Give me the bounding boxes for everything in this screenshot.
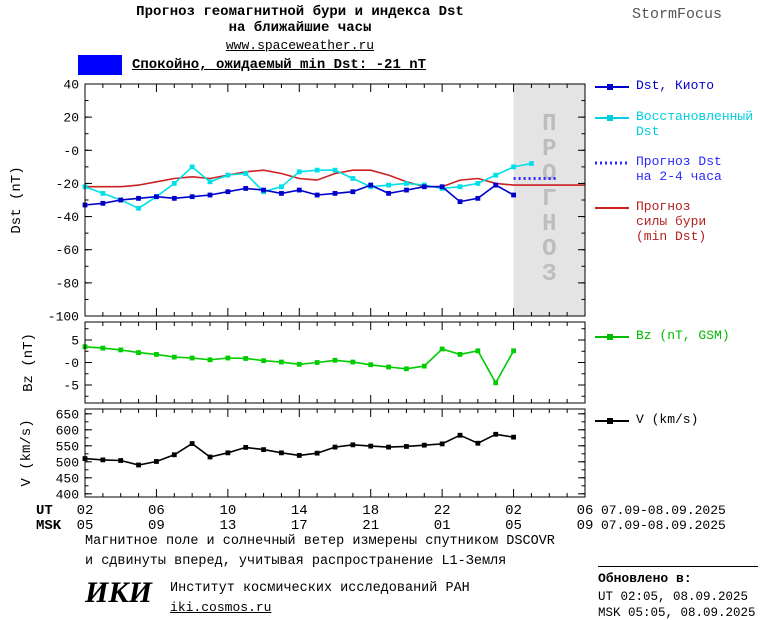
svg-text:22: 22 <box>434 503 451 519</box>
footer-note-line-2: и сдвинуты вперед, учитывая распростране… <box>85 554 507 569</box>
svg-text:500: 500 <box>56 455 79 470</box>
updated-heading: Обновлено в: <box>598 571 692 586</box>
legend-label-v: V (km/s) <box>636 412 699 427</box>
updated-time-msk: MSK 05:05, 08.09.2025 <box>598 606 756 620</box>
svg-text:40: 40 <box>63 78 79 93</box>
dst-recovered-legend-swatch-icon <box>595 115 629 121</box>
dst-forecast-legend-swatch-icon <box>595 161 629 165</box>
svg-text:-80: -80 <box>56 276 79 291</box>
svg-text:650: 650 <box>56 407 79 422</box>
svg-text:Dst (nT): Dst (nT) <box>9 166 25 233</box>
svg-text:Bz (nT): Bz (nT) <box>21 333 37 392</box>
svg-text:06: 06 <box>148 503 165 519</box>
svg-text:-40: -40 <box>56 210 79 225</box>
svg-text:З: З <box>542 261 556 288</box>
iki-site-link[interactable]: iki.cosmos.ru <box>170 600 272 615</box>
svg-text:10: 10 <box>219 503 236 519</box>
status-level-swatch <box>78 55 122 75</box>
svg-text:09: 09 <box>577 518 594 534</box>
legend-item-storm-force: Прогноз силы бури (min Dst) <box>594 199 760 244</box>
svg-text:-20: -20 <box>56 177 79 192</box>
svg-text:14: 14 <box>291 503 308 519</box>
legend-label-dst-recovered: Восстановленный Dst <box>636 109 754 139</box>
status-forecast-text[interactable]: Спокойно, ожидаемый min Dst: -21 nT <box>132 57 427 73</box>
svg-text:V (km/s): V (km/s) <box>19 419 35 486</box>
svg-text:01: 01 <box>434 518 451 534</box>
svg-text:Г: Г <box>542 186 556 213</box>
updated-block: Обновлено в: UT 02:05, 08.09.2025 MSK 05… <box>598 566 758 620</box>
svg-text:О: О <box>542 161 556 188</box>
svg-text:02: 02 <box>77 503 94 519</box>
svg-text:07.09-08.09.2025: 07.09-08.09.2025 <box>601 503 726 518</box>
title-line-2: на ближайшие часы <box>228 20 372 36</box>
dst-kyoto-legend-swatch-icon <box>595 84 629 90</box>
svg-text:05: 05 <box>505 518 522 534</box>
svg-text:02: 02 <box>505 503 522 519</box>
chart-title-block: Прогноз геомагнитной бури и индекса Dst … <box>80 4 520 54</box>
footer-note-line-1: Магнитное поле и солнечный ветер измерен… <box>85 534 555 549</box>
bz-legend-swatch-icon <box>595 334 629 340</box>
footer-note: Магнитное поле и солнечный ветер измерен… <box>85 532 555 572</box>
iki-logo: ИКИ <box>85 576 153 609</box>
legend-item-dst-kyoto: Dst, Киото <box>594 78 760 94</box>
v-legend-swatch-icon <box>595 418 629 424</box>
svg-text:400: 400 <box>56 487 79 502</box>
svg-text:17: 17 <box>291 518 308 534</box>
updated-time-ut: UT 02:05, 08.09.2025 <box>598 590 749 604</box>
svg-text:06: 06 <box>577 503 594 519</box>
legend-main-panel: Dst, Киото Восстановленный Dst Прогноз Dst н… <box>594 78 760 259</box>
svg-text:600: 600 <box>56 423 79 438</box>
storm-force-legend-swatch-icon <box>595 207 629 209</box>
brand-stormfocus: StormFocus <box>631 6 722 23</box>
svg-text:13: 13 <box>219 518 236 534</box>
svg-text:550: 550 <box>56 439 79 454</box>
svg-text:09: 09 <box>148 518 165 534</box>
svg-text:-100: -100 <box>48 310 79 325</box>
legend-label-dst-forecast: Прогноз Dst на 2-4 часа <box>636 154 722 184</box>
svg-text:-5: -5 <box>63 379 79 394</box>
svg-text:18: 18 <box>362 503 379 519</box>
svg-text:-0: -0 <box>63 356 79 371</box>
legend-item-dst-recovered: Восстановленный Dst <box>594 109 760 139</box>
svg-text:05: 05 <box>77 518 94 534</box>
legend-bz-panel: Bz (nT, GSM) <box>594 328 760 359</box>
svg-text:07.09-08.09.2025: 07.09-08.09.2025 <box>601 518 726 533</box>
svg-text:-60: -60 <box>56 243 79 258</box>
svg-text:20: 20 <box>63 111 79 126</box>
iki-block: ИКИ Институт космических исследований РА… <box>85 576 470 618</box>
svg-text:UT: UT <box>36 503 53 519</box>
legend-label-storm-force: Прогноз силы бури (min Dst) <box>636 199 707 244</box>
legend-v-panel: V (km/s) <box>594 412 760 443</box>
svg-text:П: П <box>542 111 556 138</box>
title-line-1: Прогноз геомагнитной бури и индекса Dst <box>136 4 464 20</box>
svg-text:MSK: MSK <box>36 518 62 534</box>
legend-label-dst-kyoto: Dst, Киото <box>636 78 715 93</box>
svg-text:О: О <box>542 236 556 263</box>
svg-text:Р: Р <box>542 136 556 163</box>
svg-text:450: 450 <box>56 471 79 486</box>
svg-text:Н: Н <box>542 211 556 238</box>
legend-item-bz: Bz (nT, GSM) <box>594 328 760 344</box>
spaceweather-link[interactable]: www.spaceweather.ru <box>225 38 375 53</box>
status-row: Спокойно, ожидаемый min Dst: -21 nT <box>78 55 426 75</box>
legend-label-bz: Bz (nT, GSM) <box>636 328 730 343</box>
svg-text:21: 21 <box>362 518 379 534</box>
svg-text:-0: -0 <box>63 144 79 159</box>
svg-text:5: 5 <box>71 334 79 349</box>
legend-item-v: V (km/s) <box>594 412 760 428</box>
legend-item-dst-forecast: Прогноз Dst на 2-4 часа <box>594 154 760 184</box>
iki-institute-name: Институт космических исследований РАН <box>170 581 470 596</box>
